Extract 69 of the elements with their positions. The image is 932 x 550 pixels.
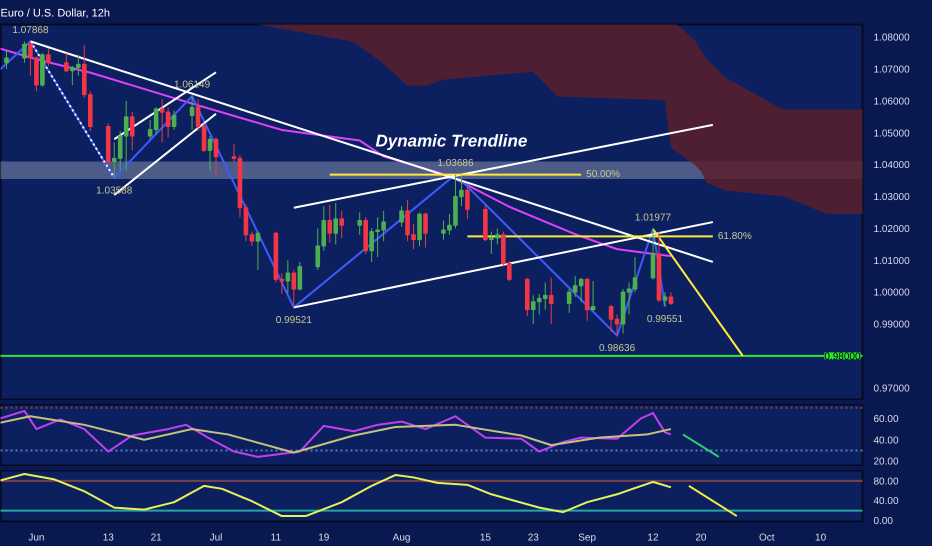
x-tick-label: 23: [528, 532, 540, 544]
candlestick: [339, 210, 344, 238]
x-tick-label: 15: [480, 532, 492, 544]
y-tick-label: 20.00: [874, 456, 899, 468]
candlestick: [399, 206, 404, 228]
candlestick: [650, 228, 656, 280]
candlestick: [590, 280, 596, 312]
candlestick: [668, 292, 674, 306]
y-tick-label: 1.00000: [874, 288, 910, 299]
line-series: [0, 472, 672, 518]
candlestick: [190, 96, 194, 130]
y-tick-label: 40.00: [874, 435, 899, 446]
annotation: 0.98636: [598, 343, 636, 354]
candlestick: [292, 269, 296, 308]
chart-title: Euro / U.S. Dollar, 12h: [0, 8, 110, 20]
y-tick-label: 0.99000: [874, 320, 910, 331]
x-tick-label: Aug: [392, 532, 410, 544]
y-tick-label: 1.01000: [874, 256, 910, 267]
x-tick-label: 13: [102, 532, 114, 544]
candlestick: [172, 110, 176, 130]
y-tick-label: 60.00: [874, 414, 899, 425]
x-tick-label: 19: [318, 532, 330, 544]
y-tick-label: 0.00: [874, 516, 894, 528]
line-series: [0, 415, 672, 454]
annotation: 0.99551: [646, 314, 684, 325]
annotation: 0.99521: [276, 314, 312, 326]
candlestick: [298, 261, 302, 292]
annotation: 1.03686: [437, 158, 474, 170]
x-tick-label: Jul: [210, 532, 222, 544]
candlestick: [465, 186, 470, 220]
y-tick-label: 1.08000: [874, 32, 910, 44]
y-tick-label: 1.05000: [874, 128, 910, 140]
x-tick-label: 21: [150, 532, 162, 544]
candlestick: [214, 137, 218, 176]
x-tick-label: 12: [647, 532, 659, 544]
y-tick-label: 80.00: [874, 476, 899, 488]
y-tick-label: 40.00: [874, 496, 899, 508]
line-series: [0, 410, 672, 458]
y-tick-label: 1.03000: [874, 192, 910, 204]
annotation: 1.01977: [634, 212, 672, 224]
candlestick: [548, 277, 554, 325]
x-tick-label: 11: [270, 532, 282, 544]
x-tick-label: 20: [695, 532, 707, 544]
candlestick: [4, 49, 9, 70]
annotation: Dynamic Trendline: [376, 132, 528, 150]
y-tick-label: 1.06000: [874, 96, 910, 108]
annotation: 50.00%: [586, 169, 620, 180]
x-tick-label: Jun: [28, 532, 44, 544]
annotation: 61.80%: [718, 230, 752, 242]
candlestick: [256, 231, 260, 270]
candlestick: [327, 204, 332, 244]
x-tick-label: Oct: [758, 532, 775, 544]
y-tick-label: 1.04000: [874, 160, 910, 172]
candlestick: [130, 112, 134, 151]
x-tick-label: Sep: [578, 532, 596, 544]
y-tick-label: 1.02000: [874, 224, 910, 235]
candlestick: [46, 48, 51, 66]
candlestick: [662, 292, 668, 307]
candlestick: [423, 212, 428, 248]
x-tick-label: 10: [815, 532, 827, 544]
y-tick-label: 1.07000: [874, 64, 910, 76]
candlestick: [22, 40, 27, 64]
candlestick: [64, 52, 69, 73]
annotation: 1.07868: [12, 24, 49, 36]
y-tick-label: 0.97000: [874, 383, 910, 394]
candlestick: [333, 202, 338, 245]
candlestick: [357, 212, 362, 236]
candlestick: [286, 260, 290, 294]
candlestick: [208, 136, 212, 172]
